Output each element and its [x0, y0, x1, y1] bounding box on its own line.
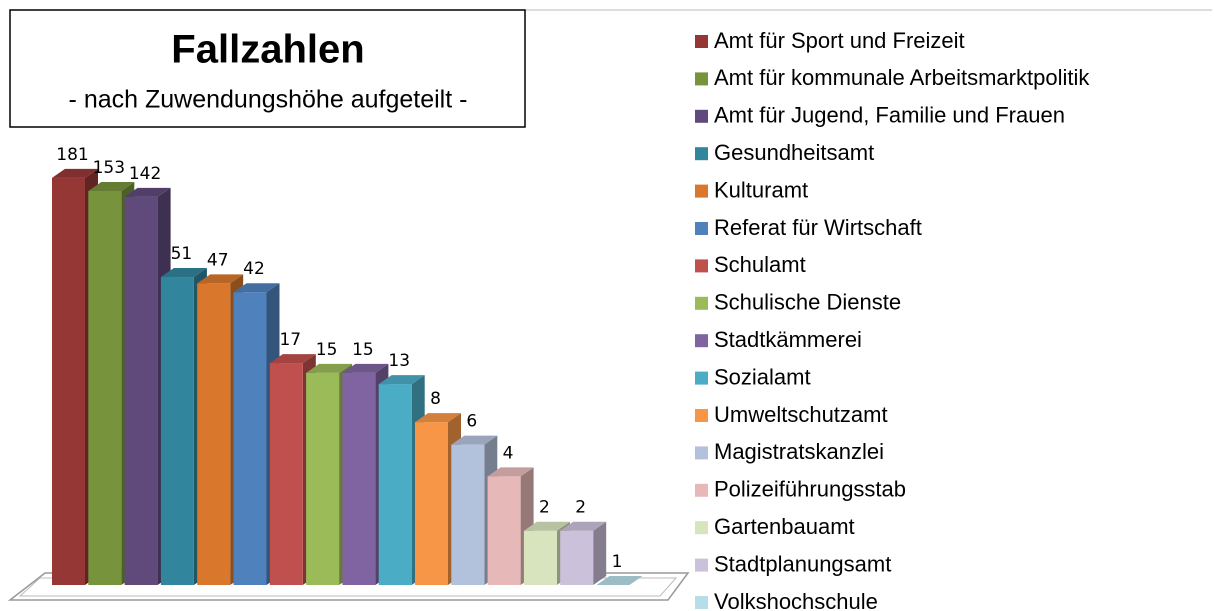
- legend-swatch: [695, 334, 708, 348]
- legend-label: Referat für Wirtschaft: [714, 215, 922, 240]
- legend-swatch: [695, 259, 708, 273]
- legend-label: Amt für kommunale Arbeitsmarktpolitik: [714, 65, 1090, 90]
- value-label: 2: [539, 498, 550, 518]
- legend-label: Gesundheitsamt: [714, 140, 874, 165]
- legend-swatch: [695, 109, 708, 123]
- legend-swatch: [695, 184, 708, 198]
- bar: [269, 363, 303, 585]
- bar-top: [523, 521, 570, 531]
- bar-side: [593, 521, 607, 585]
- legend-swatch: [695, 35, 708, 48]
- bar: [52, 177, 85, 585]
- bar-top: [415, 413, 461, 423]
- legend-label: Stadtkämmerei: [714, 327, 862, 352]
- value-label: 51: [171, 244, 193, 264]
- legend-swatch: [695, 147, 708, 161]
- value-label: 8: [430, 389, 441, 409]
- bar: [378, 384, 412, 585]
- legend-label: Gartenbauamt: [714, 514, 855, 539]
- bar: [160, 277, 194, 585]
- bar: [306, 372, 340, 585]
- bar-top: [88, 181, 135, 191]
- value-label: 153: [93, 158, 125, 178]
- bar-top: [378, 375, 425, 385]
- bar: [487, 476, 521, 585]
- value-label: 2: [575, 498, 586, 518]
- legend-swatch: [695, 446, 708, 460]
- bar-top: [124, 187, 171, 197]
- bar-top: [306, 363, 353, 373]
- legend-label: Stadtplanungsamt: [714, 551, 891, 576]
- value-label: 15: [352, 340, 374, 360]
- legend-swatch: [695, 72, 708, 86]
- value-label: 47: [207, 250, 229, 270]
- bar: [233, 292, 267, 585]
- legend-swatch: [695, 483, 708, 497]
- value-label: 13: [388, 351, 410, 371]
- bar: [451, 444, 485, 585]
- value-label: 6: [466, 412, 477, 432]
- bar-top: [451, 435, 498, 445]
- bar: [560, 530, 594, 585]
- value-label: 15: [316, 340, 338, 360]
- bar: [342, 372, 376, 585]
- legend-swatch: [695, 521, 708, 535]
- legend-label: Polizeiführungsstab: [714, 477, 906, 502]
- chart-title: Fallzahlen: [171, 28, 364, 72]
- bar: [88, 190, 122, 586]
- legend-label: Magistratskanzlei: [714, 439, 884, 464]
- legend-label: Schulamt: [714, 252, 806, 277]
- bar-top: [160, 268, 207, 278]
- legend-label: Kulturamt: [714, 177, 808, 202]
- bar-top: [596, 576, 643, 585]
- legend-swatch: [695, 296, 708, 310]
- value-label: 142: [129, 164, 161, 184]
- legend-label: Umweltschutzamt: [714, 402, 888, 427]
- legend-label: Volkshochschule: [714, 589, 878, 611]
- legend-swatch: [695, 222, 708, 235]
- bar-top: [233, 283, 280, 293]
- legend-label: Amt für Sport und Freizeit: [714, 28, 965, 53]
- value-label: 17: [279, 330, 301, 350]
- bar-top: [197, 274, 244, 284]
- bar: [415, 422, 448, 585]
- chart-subtitle: - nach Zuwendungshöhe aufgeteilt -: [69, 86, 468, 114]
- bar: [124, 196, 158, 585]
- bar-top: [560, 521, 607, 531]
- legend-swatch: [695, 596, 708, 609]
- legend-swatch: [695, 409, 708, 422]
- bar-top: [269, 354, 316, 364]
- legend-swatch: [695, 371, 708, 385]
- value-label: 181: [56, 145, 88, 165]
- bar-top: [52, 168, 98, 178]
- floor-inner: [18, 577, 678, 597]
- legend-label: Sozialamt: [714, 364, 811, 389]
- bar: [197, 283, 231, 585]
- value-label: 4: [503, 443, 514, 463]
- value-label: 1: [612, 552, 623, 572]
- bar-top: [487, 467, 534, 477]
- bar: [523, 530, 557, 585]
- legend-label: Amt für Jugend, Familie und Frauen: [714, 103, 1065, 128]
- value-label: 42: [243, 259, 265, 279]
- bar-top: [342, 363, 389, 373]
- title-box: [9, 9, 526, 128]
- legend-label: Schulische Dienste: [714, 290, 901, 315]
- legend-swatch: [695, 558, 708, 572]
